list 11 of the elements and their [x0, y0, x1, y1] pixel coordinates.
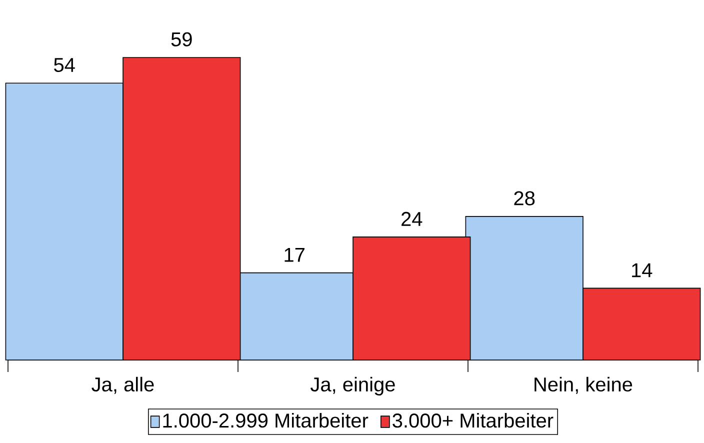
legend-label: 3.000+ Mitarbeiter: [392, 412, 554, 428]
data-label: 59: [171, 32, 192, 46]
data-label: 17: [284, 248, 304, 262]
legend-label: 1.000-2.999 Mitarbeiter: [163, 412, 368, 428]
data-label: 14: [632, 263, 652, 278]
x-tick-label: Nein, keine: [534, 376, 632, 394]
data-label: 28: [514, 191, 535, 206]
x-tick-label: Ja, einige: [310, 376, 395, 396]
x-tick-label: Ja, alle: [92, 376, 154, 394]
data-label: 24: [402, 212, 422, 226]
data-label: 54: [54, 58, 75, 72]
